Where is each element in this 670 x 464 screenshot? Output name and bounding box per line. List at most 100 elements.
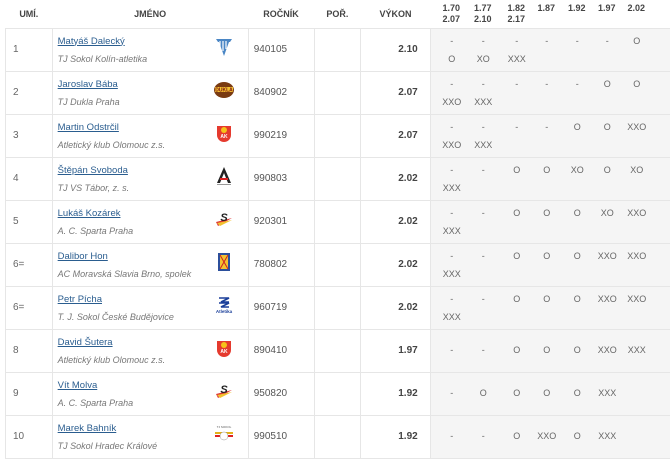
- athlete-cell: Petr Pícha T. J. Sokol České Budějovice …: [51, 285, 249, 330]
- athlete-cell: David Šutera Atletický klub Olomouc z.s.…: [51, 328, 249, 373]
- attempt-result: XXO: [442, 96, 462, 107]
- athlete-name-link[interactable]: Petr Pícha: [57, 293, 102, 305]
- attempt-result: XXX: [442, 225, 461, 236]
- attempt-result: XXX: [442, 268, 461, 279]
- attempt-result: XXO: [627, 207, 647, 218]
- rank-cell: 10: [5, 414, 53, 459]
- svg-text:AK: AK: [220, 134, 228, 140]
- rank-cell: 3: [5, 113, 53, 158]
- header-rank[interactable]: UMÍ.: [5, 0, 53, 29]
- order-cell: [313, 113, 362, 158]
- club-name: TJ VS Tábor, z. s.: [57, 182, 130, 193]
- attempt-result: O: [513, 387, 521, 398]
- header-heights: 1.70 2.07 1.77 2.10 1.82 2.17 1.87 1.92 1.97 2…: [430, 0, 670, 29]
- athlete-cell: Vít Molva A. C. Sparta Praha S: [51, 371, 249, 416]
- attempt-result: XXO: [627, 121, 647, 132]
- attempt-result: XXO: [627, 293, 647, 304]
- performance-cell: 2.07: [360, 113, 431, 158]
- attempt-result: O: [573, 387, 581, 398]
- height-label: 1.70: [442, 2, 460, 13]
- svg-text:DUKLA: DUKLA: [215, 87, 233, 93]
- table-row: 5 Lukáš Kozárek A. C. Sparta Praha S 920…: [5, 199, 670, 244]
- attempt-result: XXX: [627, 344, 646, 355]
- table-row: 9 Vít Molva A. C. Sparta Praha S 950820 …: [5, 371, 670, 416]
- rank-cell: 9: [5, 371, 53, 416]
- attempts-cell: - - O O O XO XXO XXX: [429, 199, 670, 244]
- attempt-result: O: [603, 164, 611, 175]
- club-name: A. C. Sparta Praha: [57, 225, 134, 236]
- attempt-result: O: [633, 78, 641, 89]
- attempt-result: XXO: [597, 344, 617, 355]
- height-header: 1.92: [561, 3, 592, 25]
- club-name: TJ Sokol Kolín-atletika: [57, 53, 148, 64]
- order-cell: [313, 156, 362, 201]
- performance-cell: 2.02: [360, 285, 431, 330]
- height-label: 1.87: [537, 2, 555, 13]
- club-name: TJ Dukla Praha: [57, 96, 120, 107]
- rank-cell: 6=: [5, 285, 53, 330]
- attempts-cell: - - O XXO O XXX: [429, 414, 670, 459]
- performance-cell: 2.02: [360, 156, 431, 201]
- attempt-result: O: [543, 387, 551, 398]
- order-cell: [313, 414, 362, 459]
- budejovice-logo-icon: Atletika: [214, 295, 234, 315]
- club-name: AC Moravská Slavia Brno, spolek: [57, 268, 192, 279]
- athlete-name-link[interactable]: Matyáš Dalecký: [57, 35, 125, 47]
- svg-text:S: S: [220, 384, 228, 396]
- athlete-name-link[interactable]: Martin Odstrčil: [57, 121, 119, 133]
- rank-cell: 1: [5, 27, 53, 72]
- athlete-name-link[interactable]: Lukáš Kozárek: [57, 207, 121, 219]
- birth-date-cell: 950820: [247, 371, 315, 416]
- attempt-result: -: [481, 207, 485, 218]
- height-label: 2.02: [627, 2, 645, 13]
- club-name: Atletický klub Olomouc z.s.: [57, 139, 166, 150]
- athlete-name-link[interactable]: Jaroslav Bába: [57, 78, 118, 90]
- order-cell: [313, 70, 362, 115]
- birth-date-cell: 890410: [247, 328, 315, 373]
- header-year[interactable]: ROČNÍK: [248, 0, 315, 29]
- athlete-name-link[interactable]: Štěpán Svoboda: [57, 164, 128, 176]
- order-cell: [313, 371, 362, 416]
- slavia-brno-logo-icon: [214, 252, 234, 272]
- attempt-result: -: [450, 293, 454, 304]
- header-perf[interactable]: VÝKON: [360, 0, 431, 29]
- svg-text:TJ SOKOL: TJ SOKOL: [216, 425, 231, 429]
- attempts-cell: - - - - O O XXO XXO XXX: [429, 113, 670, 158]
- table-row: 4 Štěpán Svoboda TJ VS Tábor, z. s. 9908…: [5, 156, 670, 201]
- attempt-result: XXX: [598, 430, 617, 441]
- header-order[interactable]: POŘ.: [314, 0, 361, 29]
- attempt-result: XXX: [474, 139, 493, 150]
- height-header: 2.02: [621, 3, 651, 25]
- athlete-name-link[interactable]: Vít Molva: [57, 379, 98, 391]
- attempt-result: O: [573, 344, 581, 355]
- attempt-result: XXX: [598, 387, 617, 398]
- attempts-cell: - - O O XO O XO XXX: [429, 156, 670, 201]
- athlete-cell: Matyáš Dalecký TJ Sokol Kolín-atletika: [51, 27, 249, 72]
- birth-date-cell: 990219: [247, 113, 315, 158]
- birth-date-cell: 780802: [247, 242, 315, 287]
- attempt-result: XXO: [442, 139, 462, 150]
- performance-cell: 2.07: [360, 70, 431, 115]
- athlete-cell: Štěpán Svoboda TJ VS Tábor, z. s.: [51, 156, 249, 201]
- attempt-result: -: [481, 78, 485, 89]
- header-name[interactable]: JMÉNO: [52, 0, 249, 29]
- attempt-result: -: [481, 35, 485, 46]
- height-label: 1.82: [507, 2, 525, 13]
- attempt-result: O: [603, 121, 611, 132]
- attempt-result: -: [450, 78, 454, 89]
- athlete-name-link[interactable]: Marek Bahník: [57, 422, 117, 434]
- performance-cell: 1.97: [360, 328, 431, 373]
- athlete-name-link[interactable]: Dalibor Hon: [57, 250, 108, 262]
- attempt-result: -: [450, 164, 454, 175]
- athlete-name-link[interactable]: David Šutera: [57, 336, 113, 348]
- attempt-result: -: [481, 164, 485, 175]
- hradec-logo-icon: TJ SOKOL: [214, 424, 234, 444]
- attempts-cell: - - O O O XXO XXO XXX: [429, 285, 670, 330]
- performance-cell: 1.92: [360, 371, 431, 416]
- height-header: 1.82 2.17: [501, 3, 531, 25]
- club-name: A. C. Sparta Praha: [57, 397, 134, 408]
- rank-cell: 5: [5, 199, 53, 244]
- height-label: 2.07: [442, 13, 460, 24]
- attempt-result: O: [479, 387, 487, 398]
- attempt-result: O: [513, 430, 521, 441]
